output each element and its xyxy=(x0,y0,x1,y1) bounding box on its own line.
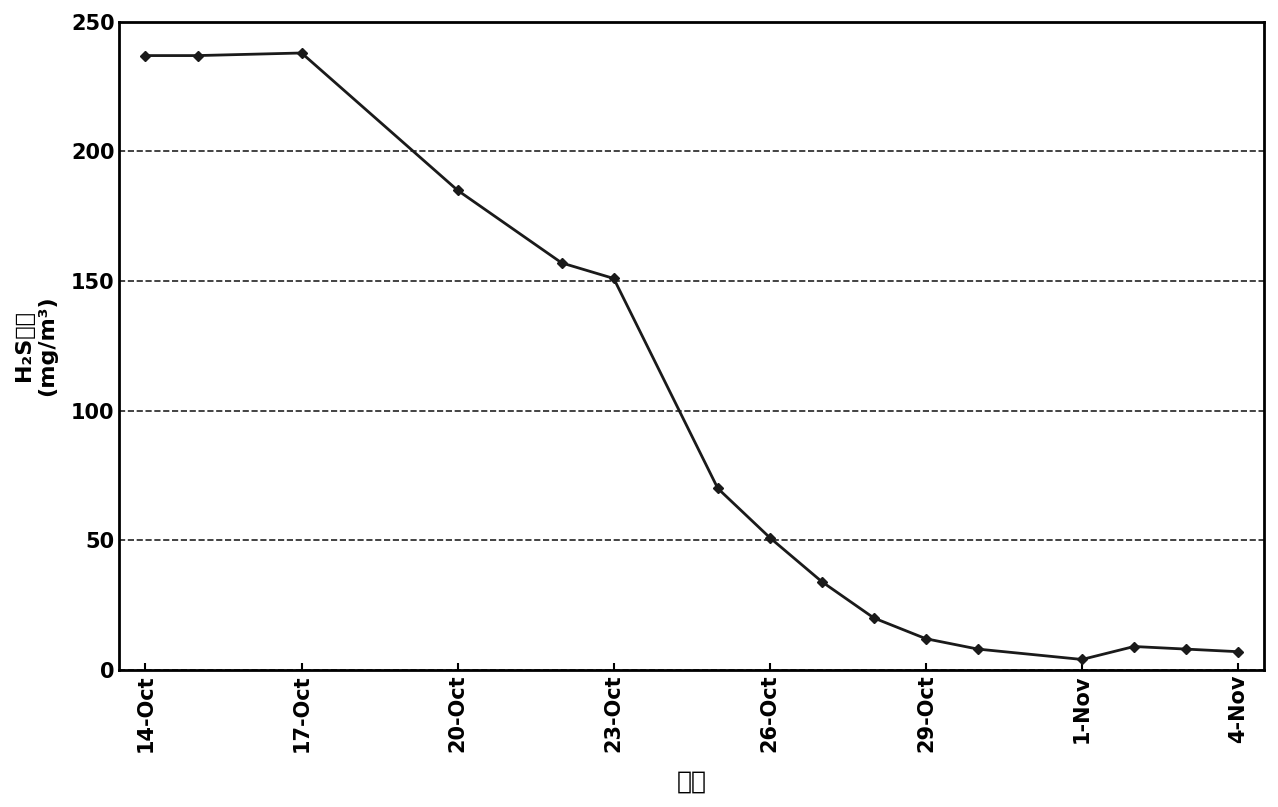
Y-axis label: H₂S浓度
(mg/m³): H₂S浓度 (mg/m³) xyxy=(14,295,58,396)
X-axis label: 日期: 日期 xyxy=(677,769,707,793)
